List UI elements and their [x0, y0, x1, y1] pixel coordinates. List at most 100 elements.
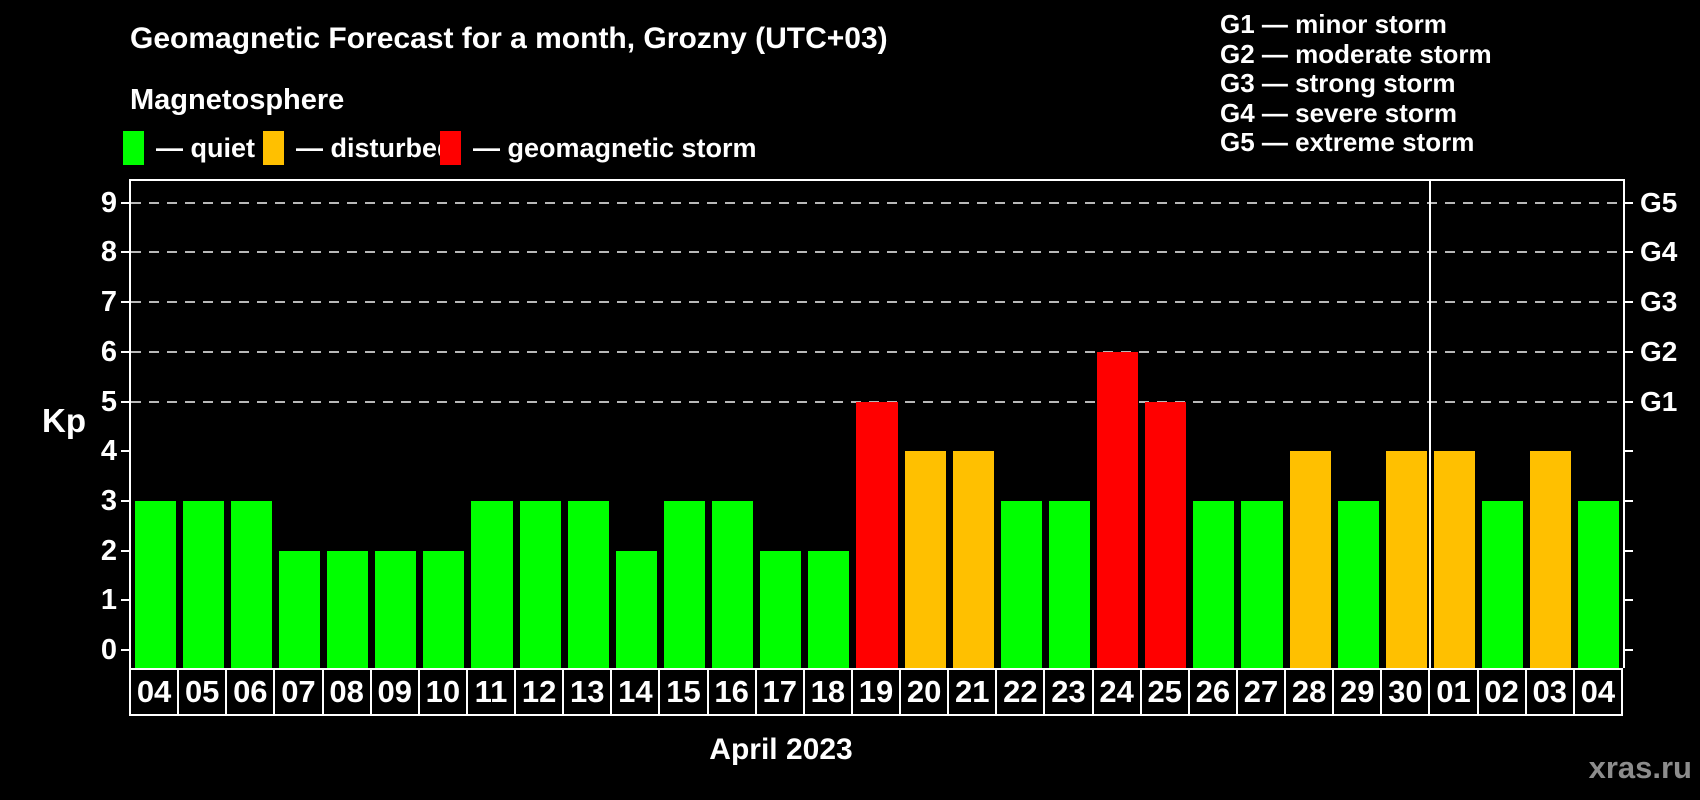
- kp-bar-day-26: [1193, 500, 1235, 668]
- y-axis-tick-label: 5: [100, 385, 117, 418]
- day-label-25: 25: [1139, 668, 1190, 716]
- kp-bar-day-05: [182, 500, 224, 668]
- day-label-26: 26: [1187, 668, 1238, 716]
- y-axis-line: [129, 179, 131, 668]
- day-label-04: 04: [1572, 668, 1623, 716]
- y-axis-tick-label: 1: [100, 584, 117, 617]
- day-label-01: 01: [1428, 668, 1479, 716]
- right-axis-tick: [1625, 301, 1633, 304]
- y-axis-tick: [121, 649, 129, 651]
- y-axis-tick: [121, 450, 129, 453]
- day-label-04: 04: [129, 668, 180, 716]
- y-axis-tick: [121, 251, 129, 254]
- day-label-24: 24: [1091, 668, 1142, 716]
- kp-bar-day-16: [712, 500, 754, 668]
- g-scale-label-g5: G5: [1640, 186, 1678, 218]
- day-label-20: 20: [899, 668, 950, 716]
- gridline-kp8: [131, 251, 1623, 254]
- day-label-02: 02: [1476, 668, 1527, 716]
- legend-item-label: — geomagnetic storm: [473, 132, 757, 163]
- day-label-08: 08: [321, 668, 372, 716]
- day-label-29: 29: [1332, 668, 1383, 716]
- kp-bar-day-12: [519, 500, 561, 668]
- y-axis-tick: [121, 599, 129, 602]
- kp-bar-day-22: [1000, 500, 1042, 668]
- kp-bar-day-23: [1048, 500, 1091, 668]
- gridline-kp9: [131, 201, 1623, 204]
- gridline-kp7: [131, 301, 1623, 304]
- right-axis-tick: [1625, 599, 1633, 602]
- y-axis-title: Kp: [42, 402, 86, 439]
- kp-bar-day-17: [760, 550, 802, 668]
- y-axis-tick-label: 0: [100, 634, 117, 666]
- g-legend-line-g1: G1 — minor storm: [1220, 9, 1447, 39]
- kp-bar-day-27: [1241, 500, 1283, 668]
- plot-top-border: [129, 179, 1625, 181]
- y-axis-tick: [121, 400, 129, 403]
- day-label-23: 23: [1043, 668, 1094, 716]
- legend-item-storm: — geomagnetic storm: [440, 131, 757, 165]
- day-label-18: 18: [802, 668, 853, 716]
- kp-bar-day-09: [375, 550, 417, 668]
- kp-bar-day-06: [230, 500, 272, 668]
- right-axis-tick: [1625, 649, 1633, 651]
- kp-bar-day-11: [471, 500, 513, 668]
- day-label-14: 14: [610, 668, 661, 716]
- g-scale-label-g4: G4: [1640, 236, 1678, 268]
- kp-bar-day-25: [1145, 401, 1187, 668]
- y-axis-tick: [121, 301, 129, 304]
- day-label-28: 28: [1284, 668, 1335, 716]
- y-axis-tick-label: 6: [100, 335, 117, 368]
- kp-bar-day-13: [567, 500, 609, 668]
- right-axis-tick: [1625, 450, 1633, 453]
- day-label-19: 19: [850, 668, 902, 716]
- storm-color-swatch: [440, 131, 461, 165]
- right-axis-tick: [1625, 350, 1633, 353]
- kp-bar-day-20: [904, 451, 946, 668]
- kp-bar-day-04: [1578, 500, 1620, 668]
- right-axis-line: [1623, 179, 1625, 668]
- kp-bar-day-01: [1433, 451, 1476, 668]
- chart-title: Geomagnetic Forecast for a month, Grozny…: [130, 22, 888, 55]
- month-separator-line: [1429, 181, 1432, 668]
- legend-item-quiet: — quiet: [123, 131, 255, 165]
- day-label-05: 05: [177, 668, 228, 716]
- watermark: xras.ru: [1588, 750, 1692, 785]
- kp-bar-day-29: [1337, 500, 1379, 668]
- day-label-21: 21: [947, 668, 998, 716]
- x-axis-month-label: April 2023: [709, 733, 853, 766]
- y-axis-tick: [121, 499, 129, 502]
- right-axis-tick: [1625, 251, 1633, 254]
- g-legend-line-g3: G3 — strong storm: [1220, 68, 1456, 99]
- day-label-07: 07: [273, 668, 324, 716]
- g-scale-label-g3: G3: [1640, 286, 1678, 318]
- g-legend-line-g5: G5 — extreme storm: [1220, 127, 1475, 158]
- day-label-22: 22: [995, 668, 1046, 716]
- kp-bar-day-19: [856, 401, 898, 668]
- magnetosphere-label: Magnetosphere: [130, 84, 345, 116]
- y-axis-tick: [121, 350, 129, 353]
- y-axis-tick-label: 2: [100, 534, 117, 567]
- day-label-17: 17: [754, 668, 805, 716]
- kp-bar-day-15: [663, 500, 706, 668]
- g-scale-legend: G1 — minor storm G2 — moderate storm G3 …: [1220, 9, 1492, 158]
- y-axis-tick-label: 4: [100, 435, 117, 468]
- kp-bar-day-04: [134, 500, 176, 668]
- kp-bar-day-28: [1289, 451, 1331, 668]
- y-axis-tick: [121, 549, 129, 552]
- day-label-27: 27: [1235, 668, 1287, 716]
- g-scale-label-g2: G2: [1640, 335, 1678, 367]
- gridline-kp6: [131, 350, 1623, 353]
- kp-bar-day-30: [1385, 451, 1427, 668]
- y-axis-tick-label: 8: [100, 236, 117, 269]
- magnetosphere-legend: — quiet — disturbed — geomagnetic storm: [0, 131, 1100, 169]
- day-label-10: 10: [417, 668, 468, 716]
- day-label-13: 13: [562, 668, 613, 716]
- day-label-09: 09: [369, 668, 420, 716]
- y-axis-tick-label: 3: [100, 484, 117, 517]
- kp-bar-day-18: [808, 550, 850, 668]
- kp-bar-day-07: [278, 550, 320, 668]
- kp-bar-day-14: [615, 550, 657, 668]
- g-legend-line-g2: G2 — moderate storm: [1220, 38, 1492, 69]
